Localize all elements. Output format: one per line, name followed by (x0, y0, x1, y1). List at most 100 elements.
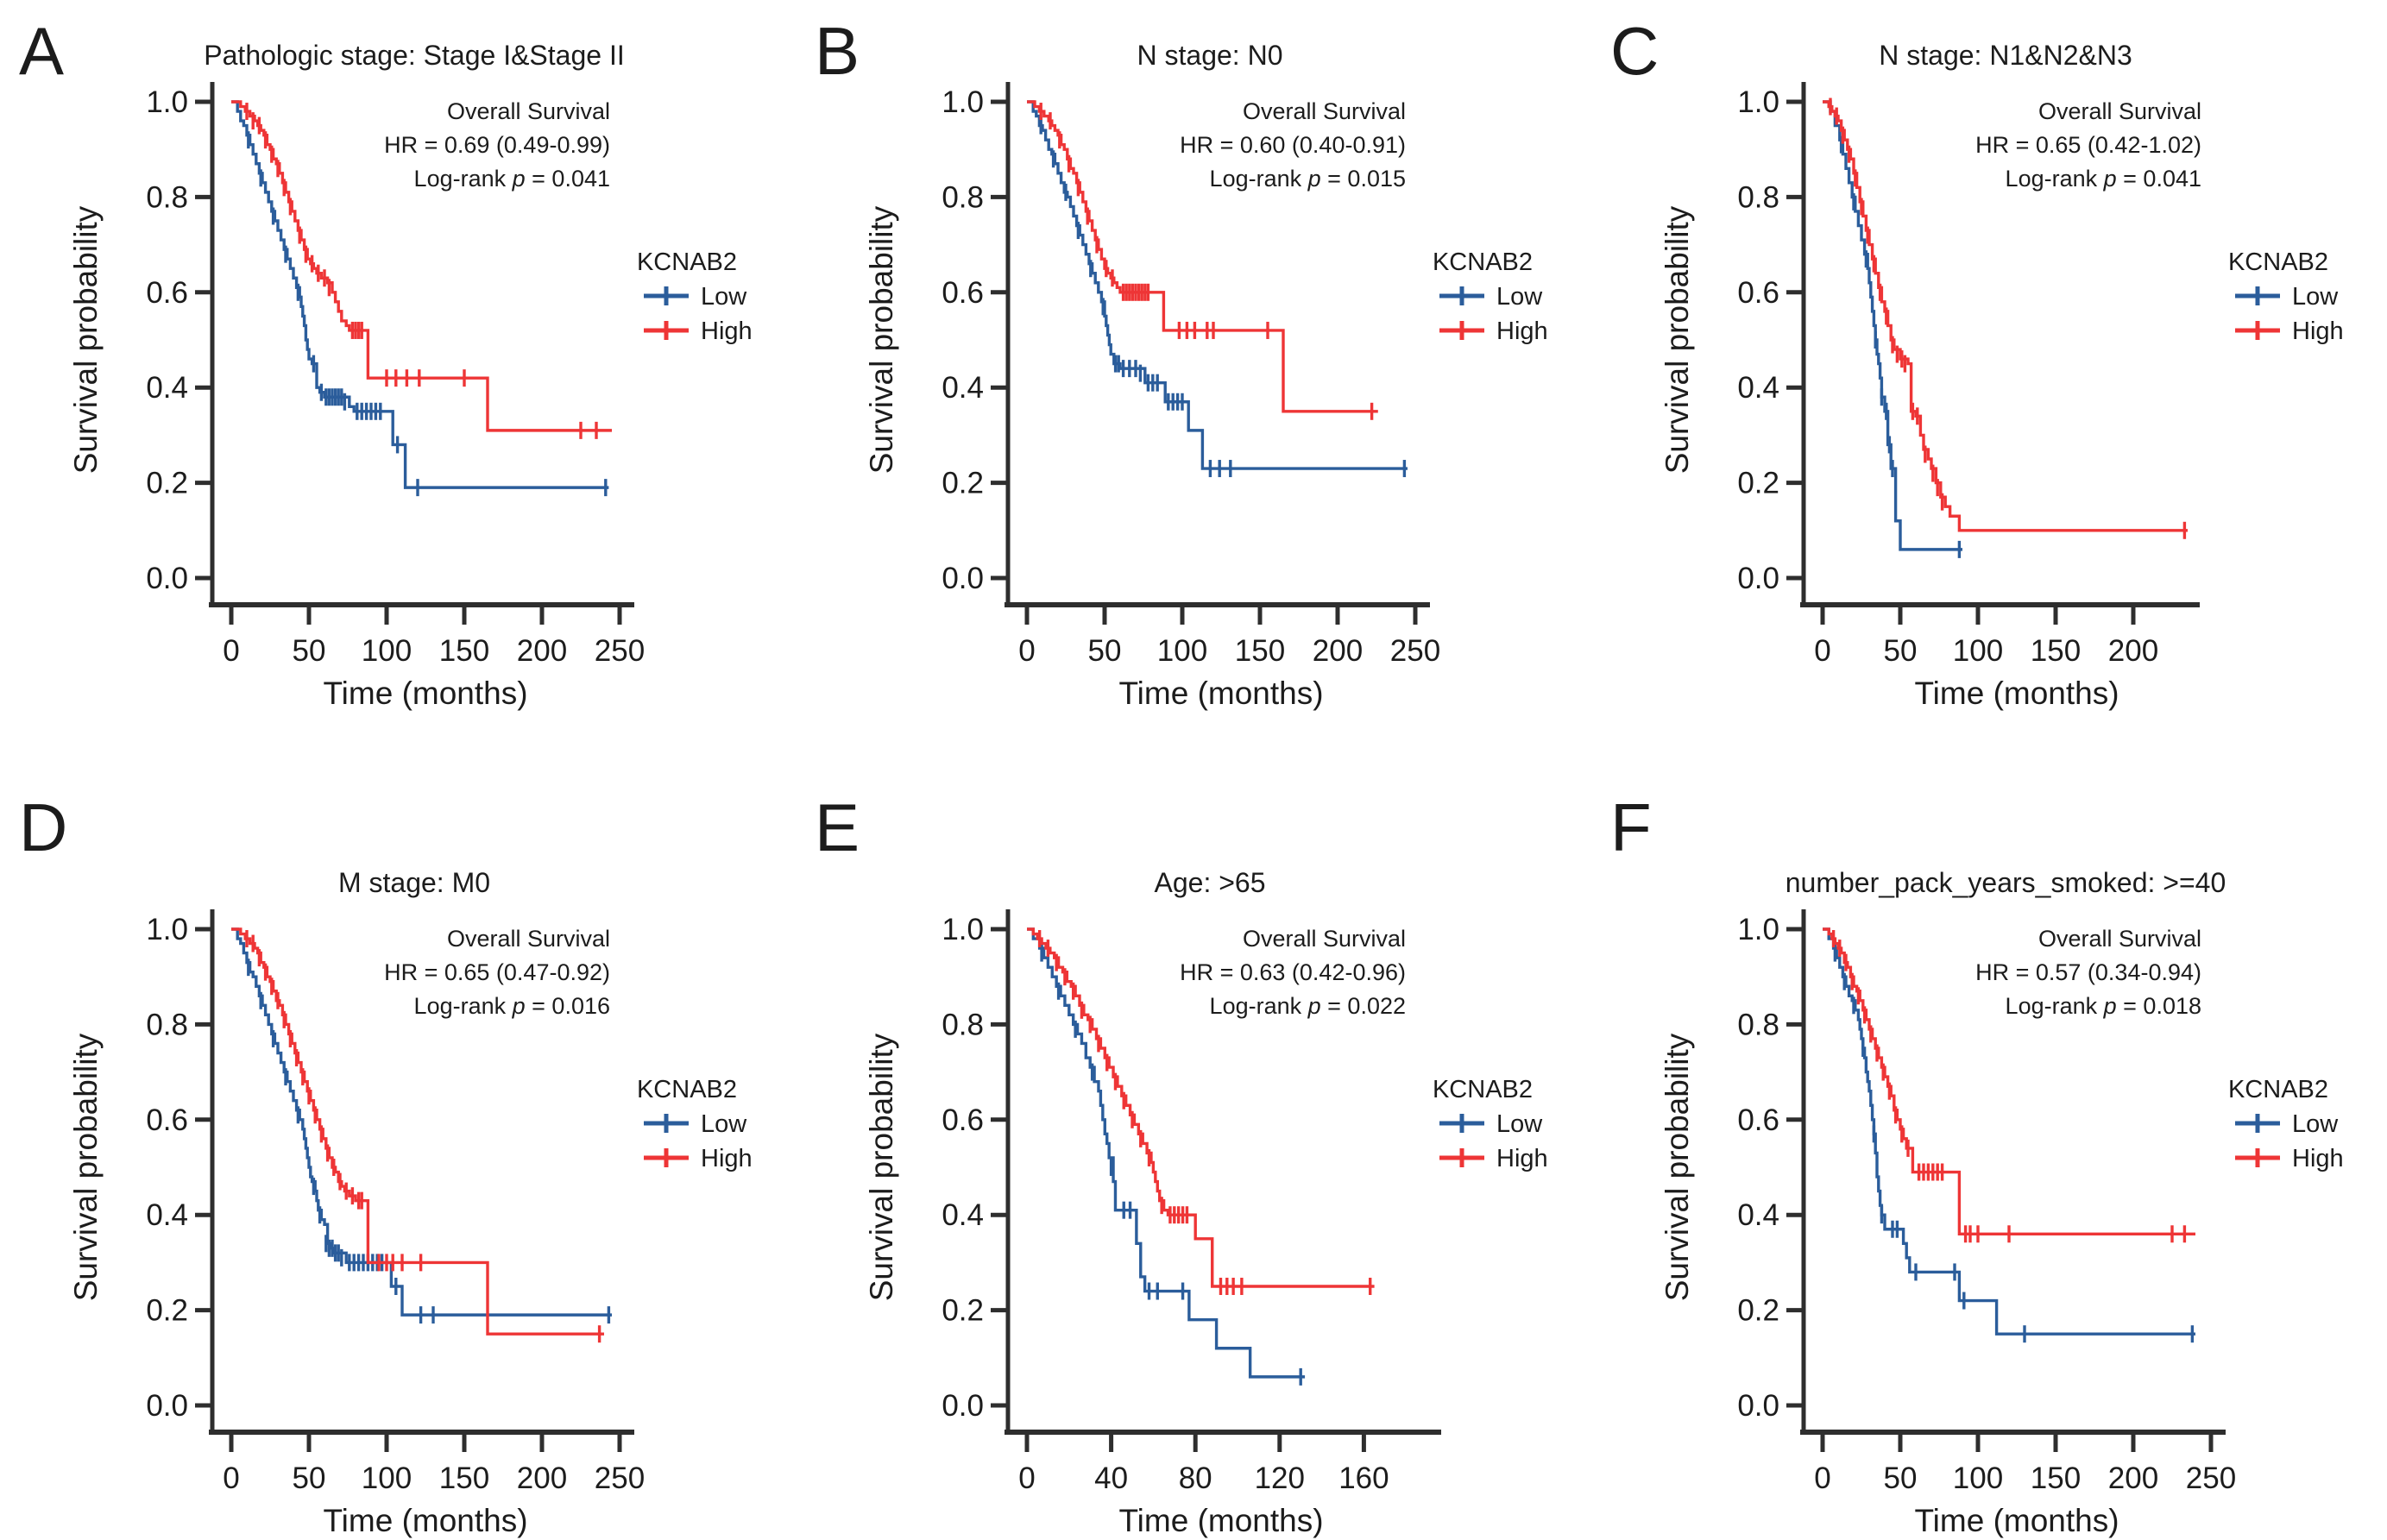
curve-low-C (1823, 100, 1962, 558)
legend-item-high: High (1439, 1145, 1548, 1172)
stats-logrank-p: Log-rank p = 0.041 (414, 166, 610, 192)
y-tick-label: 0.8 (942, 180, 984, 214)
y-axis-title: Survival probability (1660, 205, 1695, 474)
x-tick-label: 120 (1255, 1461, 1305, 1495)
stats-endpoint-label: Overall Survival (2038, 98, 2201, 124)
x-tick-label: 100 (1157, 634, 1207, 668)
stats-block-D: Overall Survival HR = 0.65 (0.47-0.92) Log… (384, 926, 610, 1019)
legend-F: KCNAB2 Low High (2228, 1076, 2344, 1172)
y-axis-title: Survival probability (864, 1033, 899, 1301)
x-tick-label: 80 (1179, 1461, 1212, 1495)
km-panel-D: D M stage: M0 Overall Survival HR = 0.65 (0… (19, 789, 753, 1538)
x-tick-label: 0 (1814, 1461, 1830, 1495)
km-step-curve (1823, 927, 2195, 1336)
x-tick-label: 100 (1953, 1461, 2003, 1495)
x-axis-title: Time (months) (1914, 1503, 2119, 1538)
y-tick-label: 0.0 (146, 1389, 188, 1423)
stats-hr-value: HR = 0.65 (0.47-0.92) (384, 959, 610, 985)
y-tick-label: 0.0 (1737, 1389, 1779, 1423)
stats-endpoint-label: Overall Survival (2038, 926, 2201, 952)
curve-high-F (1823, 927, 2195, 1243)
y-tick-label: 1.0 (146, 913, 188, 946)
legend-label: High (701, 1145, 753, 1172)
x-tick-label: 0 (1018, 1461, 1035, 1495)
legend-item-low: Low (1439, 1110, 1543, 1138)
stats-endpoint-label: Overall Survival (447, 98, 610, 124)
x-axis-title: Time (months) (323, 676, 527, 711)
stats-hr-value: HR = 0.60 (0.40-0.91) (1180, 132, 1406, 158)
y-tick-label: 0.6 (942, 1103, 984, 1137)
y-tick-label: 0.2 (146, 467, 188, 500)
y-tick-label: 0.2 (942, 1294, 984, 1328)
x-tick-label: 50 (293, 634, 326, 668)
y-tick-label: 0.4 (146, 1198, 188, 1232)
panel-letter-B: B (815, 13, 860, 89)
km-step-curve (1027, 100, 1408, 470)
y-tick-label: 0.0 (942, 1389, 984, 1423)
legend-item-low: Low (2235, 1110, 2339, 1138)
panel-title-A: Pathologic stage: Stage I&Stage II (204, 40, 624, 71)
legend-C: KCNAB2 Low High (2228, 248, 2344, 345)
y-tick-label: 0.6 (1737, 1103, 1779, 1137)
y-tick-label: 0.8 (146, 180, 188, 214)
x-tick-label: 160 (1338, 1461, 1389, 1495)
km-step-curve (231, 927, 612, 1317)
x-tick-label: 250 (595, 634, 645, 668)
y-tick-label: 0.0 (1737, 562, 1779, 595)
axes-B (1005, 82, 1430, 607)
x-tick-label: 150 (2031, 1461, 2081, 1495)
legend-B: KCNAB2 Low High (1433, 248, 1548, 345)
y-tick-label: 0.4 (146, 371, 188, 405)
legend-label: Low (1496, 283, 1543, 311)
x-tick-label: 150 (2031, 634, 2081, 668)
legend-label: Low (701, 283, 747, 311)
x-axis-title: Time (months) (323, 1503, 527, 1538)
y-axis-title: Survival probability (1660, 1033, 1695, 1301)
x-tick-label: 40 (1094, 1461, 1128, 1495)
y-tick-label: 1.0 (1737, 85, 1779, 119)
x-axis-title: Time (months) (1118, 1503, 1323, 1538)
y-tick-label: 0.2 (146, 1294, 188, 1328)
km-step-curve (1823, 100, 2188, 532)
y-tick-label: 0.8 (942, 1008, 984, 1041)
stats-logrank-p: Log-rank p = 0.018 (2006, 993, 2201, 1019)
curve-high-D (231, 927, 604, 1343)
legend-title: KCNAB2 (1433, 1076, 1533, 1103)
legend-title: KCNAB2 (2228, 248, 2328, 276)
x-axis-title: Time (months) (1914, 676, 2119, 711)
curve-low-A (231, 100, 609, 497)
legend-item-high: High (644, 317, 753, 345)
y-axis-title: Survival probability (864, 205, 899, 474)
x-tick-label: 0 (1814, 634, 1830, 668)
y-tick-label: 0.4 (942, 1198, 984, 1232)
x-tick-label: 50 (1088, 634, 1122, 668)
legend-A: KCNAB2 Low High (637, 248, 753, 345)
legend-item-high: High (2235, 317, 2344, 345)
y-tick-label: 1.0 (942, 913, 984, 946)
stats-hr-value: HR = 0.57 (0.34-0.94) (1975, 959, 2201, 985)
y-tick-label: 0.6 (942, 276, 984, 310)
x-tick-label: 250 (2186, 1461, 2236, 1495)
km-step-curve (1027, 927, 1306, 1379)
stats-block-E: Overall Survival HR = 0.63 (0.42-0.96) Log… (1180, 926, 1406, 1019)
km-step-curve (231, 100, 609, 489)
legend-item-high: High (1439, 317, 1548, 345)
legend-item-low: Low (644, 283, 747, 311)
legend-label: High (2292, 317, 2344, 345)
legend-label: Low (701, 1110, 747, 1138)
y-tick-label: 0.4 (942, 371, 984, 405)
y-tick-label: 0.0 (146, 562, 188, 595)
stats-block-A: Overall Survival HR = 0.69 (0.49-0.99) Log… (384, 98, 610, 192)
stats-endpoint-label: Overall Survival (1243, 98, 1406, 124)
x-tick-label: 200 (517, 1461, 567, 1495)
panel-title-C: N stage: N1&N2&N3 (1879, 40, 2132, 71)
y-tick-label: 0.8 (146, 1008, 188, 1041)
legend-label: High (2292, 1145, 2344, 1172)
y-axis-title: Survival probability (68, 1033, 104, 1301)
x-tick-label: 50 (293, 1461, 326, 1495)
km-panel-C: C N stage: N1&N2&N3 Overall Survival HR = 0… (1610, 13, 2344, 711)
x-axis-title: Time (months) (1118, 676, 1323, 711)
